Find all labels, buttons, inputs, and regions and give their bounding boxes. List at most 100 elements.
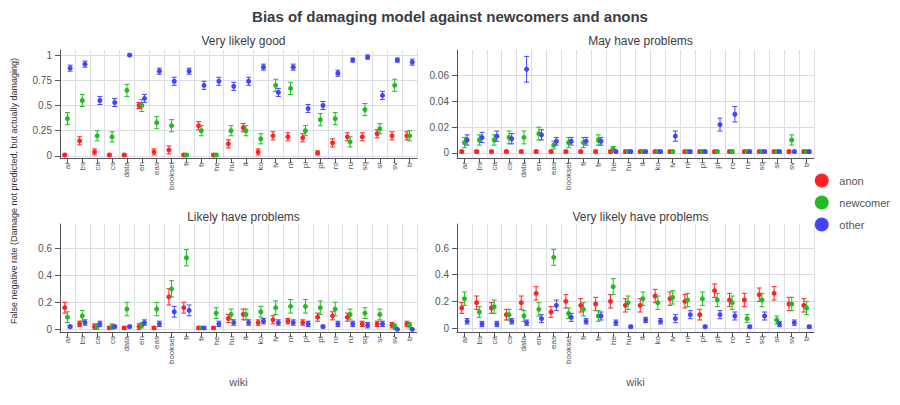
- svg-text:fr: fr: [594, 162, 603, 167]
- svg-text:nl: nl: [683, 336, 692, 342]
- svg-text:Bias of damaging model against: Bias of damaging model against newcomers…: [252, 8, 648, 25]
- svg-text:ca: ca: [490, 335, 499, 344]
- svg-text:ca: ca: [93, 335, 102, 344]
- svg-text:en: en: [534, 162, 543, 171]
- svg-text:sr: sr: [772, 162, 781, 169]
- svg-text:pl: pl: [698, 336, 707, 342]
- svg-text:0.02: 0.02: [430, 122, 450, 133]
- svg-text:cs: cs: [505, 336, 514, 344]
- svg-text:anon: anon: [839, 175, 863, 187]
- svg-text:nl: nl: [286, 162, 295, 168]
- svg-text:0.06: 0.06: [430, 70, 450, 81]
- svg-text:it: it: [241, 161, 250, 166]
- svg-text:nl: nl: [683, 162, 692, 168]
- svg-text:ar: ar: [63, 162, 72, 169]
- svg-text:0.4: 0.4: [38, 270, 52, 281]
- svg-text:sv: sv: [390, 336, 399, 344]
- svg-text:sr: sr: [375, 336, 384, 343]
- svg-text:other: other: [839, 219, 864, 231]
- svg-text:pl: pl: [698, 162, 707, 168]
- svg-text:it: it: [241, 335, 250, 340]
- svg-text:fr: fr: [197, 162, 206, 167]
- svg-text:Very likely good: Very likely good: [201, 34, 285, 48]
- svg-text:fi: fi: [182, 162, 191, 166]
- svg-text:wiki: wiki: [625, 376, 644, 388]
- svg-text:data: data: [519, 161, 528, 177]
- svg-text:eas: eas: [152, 162, 161, 175]
- svg-text:bookset: bookset: [564, 161, 573, 190]
- svg-text:data: data: [519, 335, 528, 351]
- svg-text:sq: sq: [360, 336, 369, 344]
- svg-text:cs: cs: [108, 336, 117, 344]
- svg-text:0: 0: [443, 147, 449, 158]
- svg-text:fr: fr: [197, 336, 206, 341]
- svg-text:data: data: [122, 161, 131, 177]
- svg-text:False negative rate (Damage no: False negative rate (Damage not predicte…: [9, 58, 19, 324]
- svg-text:0.5: 0.5: [38, 100, 52, 111]
- svg-text:cs: cs: [108, 162, 117, 170]
- svg-text:ko: ko: [653, 335, 662, 344]
- svg-text:ru: ru: [743, 336, 752, 343]
- svg-text:it: it: [638, 335, 647, 340]
- svg-text:0: 0: [46, 150, 52, 161]
- svg-text:pt: pt: [316, 161, 325, 168]
- svg-text:Very likely have problems: Very likely have problems: [572, 210, 708, 224]
- svg-text:lv: lv: [668, 336, 677, 342]
- svg-text:sr: sr: [375, 162, 384, 169]
- svg-text:0.2: 0.2: [435, 296, 449, 307]
- svg-text:pl: pl: [301, 162, 310, 168]
- svg-text:he: he: [212, 161, 221, 170]
- svg-text:sv: sv: [787, 162, 796, 170]
- svg-text:eas: eas: [152, 336, 161, 349]
- svg-text:en: en: [137, 162, 146, 171]
- svg-text:0: 0: [46, 324, 52, 335]
- svg-text:pt: pt: [713, 161, 722, 168]
- svg-text:eas: eas: [549, 162, 558, 175]
- svg-text:hu: hu: [227, 162, 236, 171]
- svg-text:0: 0: [443, 323, 449, 334]
- svg-text:en: en: [137, 336, 146, 345]
- svg-text:he: he: [609, 335, 618, 344]
- svg-text:0.6: 0.6: [38, 243, 52, 254]
- svg-text:sv: sv: [787, 336, 796, 344]
- svg-text:wiki: wiki: [228, 376, 247, 388]
- svg-text:ko: ko: [256, 161, 265, 170]
- svg-text:lv: lv: [271, 336, 280, 342]
- svg-text:hu: hu: [624, 162, 633, 171]
- svg-text:ro: ro: [331, 335, 340, 343]
- svg-text:fr: fr: [594, 336, 603, 341]
- svg-text:bs: bs: [78, 336, 87, 344]
- svg-text:ro: ro: [728, 161, 737, 169]
- svg-text:bookset: bookset: [167, 335, 176, 364]
- svg-text:May have problems: May have problems: [588, 34, 693, 48]
- svg-text:0.25: 0.25: [33, 125, 53, 136]
- svg-text:tr: tr: [802, 336, 811, 341]
- svg-text:0.75: 0.75: [33, 75, 53, 86]
- svg-text:ru: ru: [346, 336, 355, 343]
- svg-text:0.4: 0.4: [435, 269, 449, 280]
- svg-text:ro: ro: [728, 335, 737, 343]
- svg-text:fi: fi: [579, 162, 588, 166]
- svg-text:newcomer: newcomer: [839, 197, 890, 209]
- svg-text:hu: hu: [624, 336, 633, 345]
- svg-text:bookset: bookset: [167, 161, 176, 190]
- svg-text:0.6: 0.6: [435, 243, 449, 254]
- svg-text:bookset: bookset: [564, 335, 573, 364]
- svg-text:he: he: [609, 161, 618, 170]
- svg-text:ca: ca: [93, 161, 102, 170]
- svg-text:lv: lv: [271, 162, 280, 168]
- svg-text:ko: ko: [653, 161, 662, 170]
- svg-text:it: it: [638, 161, 647, 166]
- svg-text:ar: ar: [63, 336, 72, 343]
- svg-text:eas: eas: [549, 336, 558, 349]
- svg-text:ro: ro: [331, 161, 340, 169]
- svg-text:sq: sq: [757, 162, 766, 170]
- svg-text:ru: ru: [346, 162, 355, 169]
- svg-text:tr: tr: [405, 336, 414, 341]
- svg-text:en: en: [534, 336, 543, 345]
- svg-text:sv: sv: [390, 162, 399, 170]
- svg-text:nl: nl: [286, 336, 295, 342]
- svg-text:bs: bs: [475, 336, 484, 344]
- svg-text:ko: ko: [256, 335, 265, 344]
- svg-text:lv: lv: [668, 162, 677, 168]
